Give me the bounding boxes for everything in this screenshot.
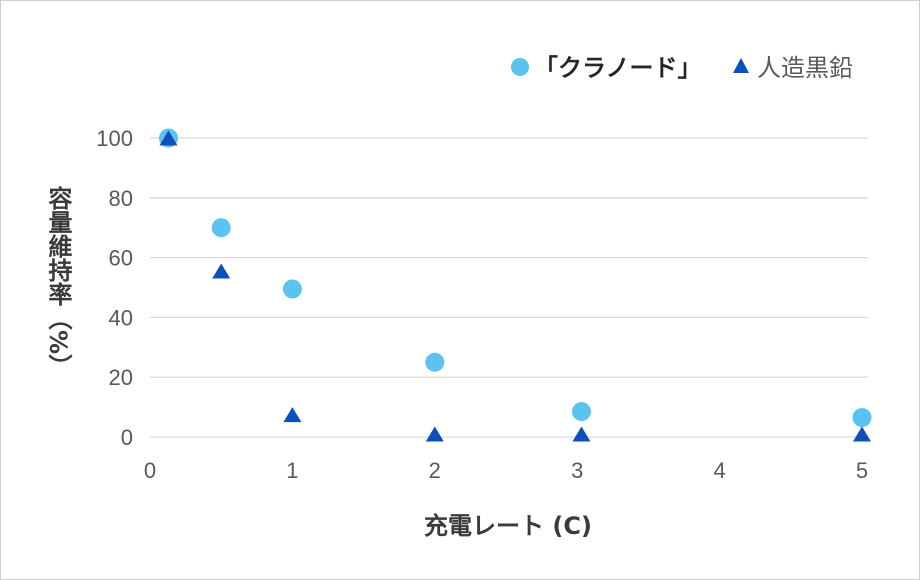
y-tick-label: 100	[96, 126, 133, 151]
y-tick-label: 60	[109, 246, 133, 271]
x-axis-title: 充電レート (C)	[424, 512, 592, 540]
x-tick-label: 1	[286, 458, 298, 483]
data-point-triangle	[572, 426, 591, 442]
data-point-triangle	[212, 263, 231, 279]
x-tick-label: 3	[571, 458, 583, 483]
data-markers	[159, 128, 872, 442]
data-point-circle	[852, 408, 872, 428]
data-point-circle	[282, 279, 302, 299]
y-tick-label: 40	[109, 305, 133, 330]
y-tick-labels: 0 20 40 60 80 100	[96, 126, 133, 450]
legend: 「クラノード」 人造黒鉛	[511, 54, 853, 82]
y-tick-label: 20	[109, 365, 133, 390]
x-tick-label: 4	[713, 458, 725, 483]
x-tick-label: 2	[429, 458, 441, 483]
data-point-circle	[425, 352, 445, 372]
legend-marker-kuranode	[511, 58, 529, 76]
data-point-triangle	[283, 407, 302, 423]
y-tick-label: 80	[109, 186, 133, 211]
data-point-circle	[211, 218, 231, 238]
x-tick-labels: 0 1 2 3 4 5	[144, 458, 868, 483]
legend-marker-artificial-graphite	[733, 58, 749, 73]
data-point-triangle	[159, 130, 178, 146]
legend-label-artificial-graphite: 人造黒鉛	[757, 54, 853, 82]
data-point-triangle	[425, 426, 444, 442]
y-axis-title: 容量維持率（%）	[44, 185, 72, 378]
legend-label-kuranode: 「クラノード」	[534, 54, 702, 82]
gridlines	[150, 137, 868, 438]
data-point-triangle	[853, 426, 871, 442]
y-tick-label: 0	[121, 425, 133, 450]
data-point-circle	[571, 402, 591, 422]
x-tick-label: 5	[856, 458, 868, 483]
x-tick-label: 0	[144, 458, 156, 483]
